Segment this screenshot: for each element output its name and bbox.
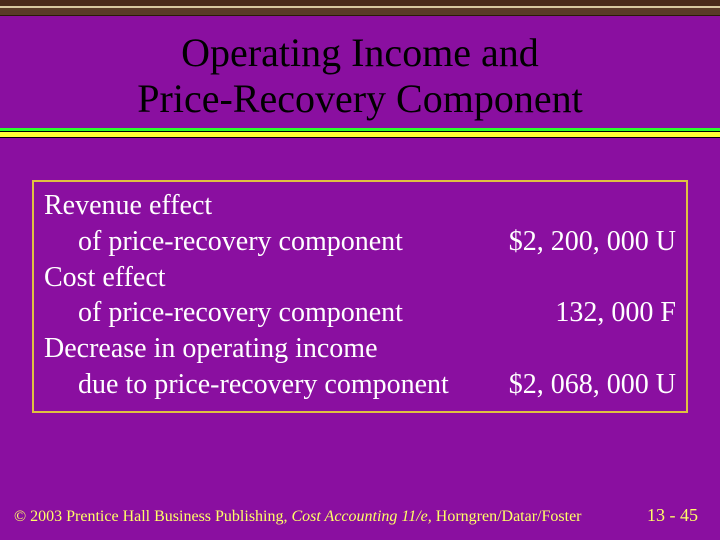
row-amount: $2, 200, 000 U: [476, 224, 676, 260]
slide-footer: © 2003 Prentice Hall Business Publishing…: [0, 505, 720, 526]
footer-page-number: 13 - 45: [647, 505, 698, 526]
title-underline-rules: [0, 128, 720, 138]
row-label: of price-recovery component: [78, 224, 403, 260]
footer-authors: Horngren/Datar/Foster: [432, 508, 582, 525]
footer-book-title: Cost Accounting 11/e,: [291, 508, 431, 525]
footer-credit: © 2003 Prentice Hall Business Publishing…: [14, 508, 582, 526]
content-row: Cost effect: [44, 260, 676, 296]
row-label: Decrease in operating income: [44, 331, 378, 367]
row-label: Cost effect: [44, 260, 166, 296]
row-label: Revenue effect: [44, 188, 212, 224]
slide-title: Operating Income and Price-Recovery Comp…: [0, 16, 720, 128]
title-line-1: Operating Income and: [181, 30, 539, 75]
content-row: Revenue effect: [44, 188, 676, 224]
content-row: due to price-recovery component $2, 068,…: [44, 367, 676, 403]
footer-copyright: © 2003 Prentice Hall Business Publishing…: [14, 508, 291, 525]
content-row: Decrease in operating income: [44, 331, 676, 367]
row-amount: 132, 000 F: [476, 295, 676, 331]
content-box: Revenue effect of price-recovery compone…: [32, 180, 688, 413]
content-row: of price-recovery component $2, 200, 000…: [44, 224, 676, 260]
row-amount: $2, 068, 000 U: [476, 367, 676, 403]
row-label: due to price-recovery component: [78, 367, 449, 403]
row-label: of price-recovery component: [78, 295, 403, 331]
content-row: of price-recovery component 132, 000 F: [44, 295, 676, 331]
title-line-2: Price-Recovery Component: [137, 76, 582, 121]
decorative-top-strip: [0, 0, 720, 16]
